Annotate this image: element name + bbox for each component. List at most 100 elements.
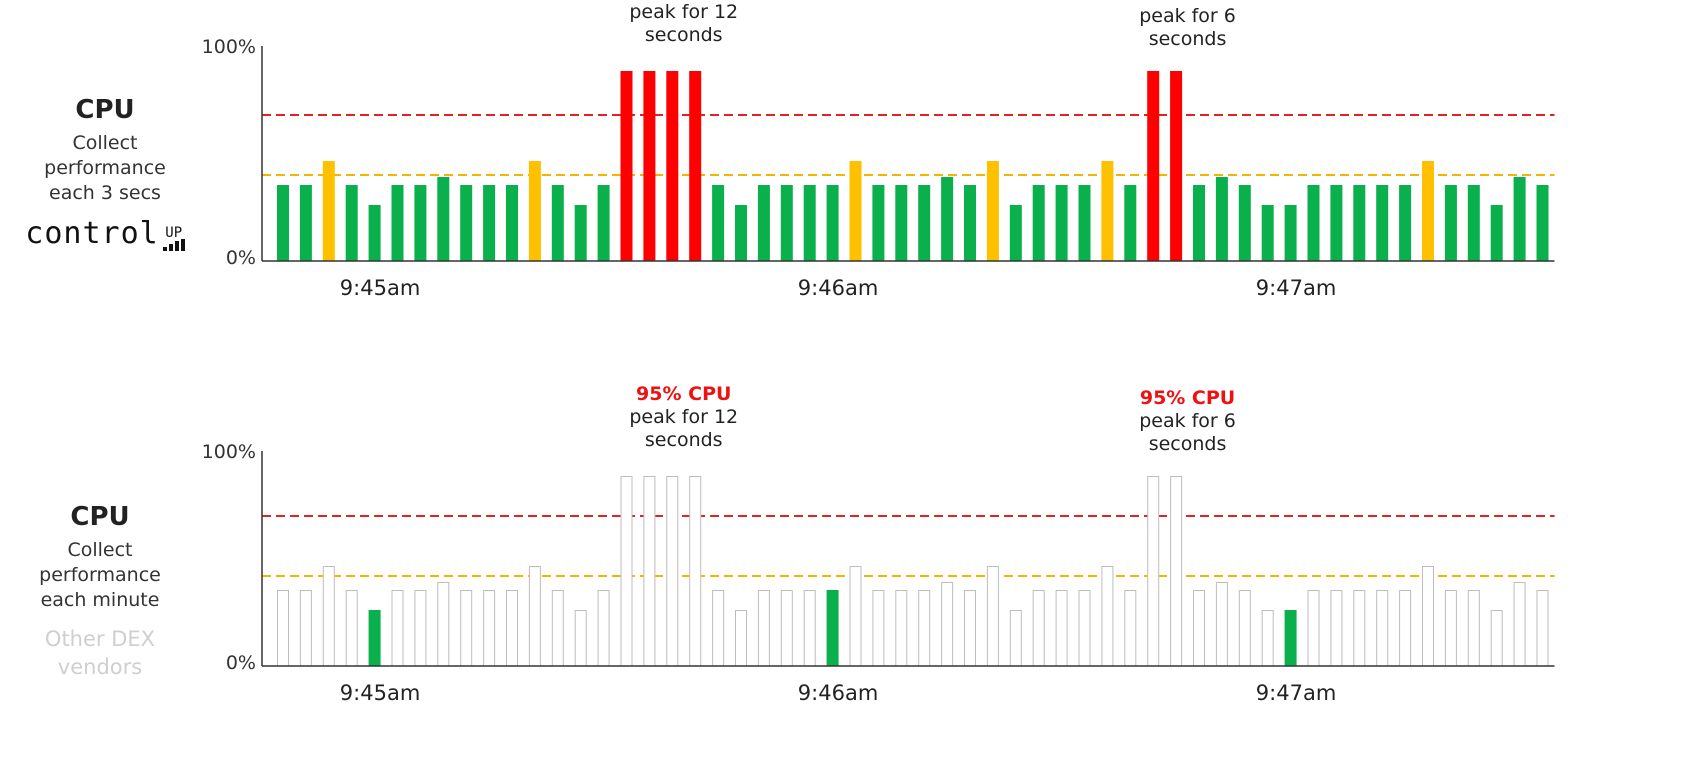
cpu-bar-unsampled <box>1078 590 1091 667</box>
x-tick-label: 9:47am <box>1256 681 1336 705</box>
cpu-bar <box>414 185 427 261</box>
cpu-bar <box>1009 205 1022 261</box>
peak-annotation-headline: 95% CPU <box>1140 0 1235 4</box>
cpu-bar <box>826 590 839 666</box>
cpu-bar-unsampled <box>1147 476 1160 667</box>
cpu-bar <box>849 161 862 261</box>
cpu-bar <box>712 185 725 261</box>
cpu-bar-unsampled <box>1032 590 1045 667</box>
cpu-bar-unsampled <box>1009 610 1022 667</box>
cpu-bar <box>1422 161 1434 261</box>
cpu-bar-unsampled <box>620 476 633 667</box>
signal-bars-icon <box>162 239 185 251</box>
cpu-bar <box>1490 205 1503 261</box>
cpu-bar-unsampled <box>597 590 610 667</box>
cpu-bar-unsampled <box>1444 590 1457 667</box>
cpu-bar <box>368 205 381 261</box>
x-tick-label: 9:47am <box>1256 276 1336 300</box>
cpu-bar <box>986 161 999 261</box>
cpu-bar-unsampled <box>322 566 335 667</box>
other-vendors-label: Other DEX vendors <box>0 625 200 681</box>
controlup-logo-word: control <box>25 216 159 251</box>
cpu-bar-unsampled <box>528 566 541 667</box>
other-vendors-line: Other DEX <box>44 627 156 651</box>
panel-2-label: CPU Collect performance each minute Othe… <box>0 502 200 681</box>
cpu-bar <box>757 185 770 261</box>
cpu-bar-unsampled <box>345 590 358 667</box>
cpu-bar <box>872 185 885 261</box>
cpu-bar <box>1101 161 1114 261</box>
cpu-bar <box>1170 71 1183 261</box>
cpu-bar-unsampled <box>391 590 404 667</box>
cpu-bar-unsampled <box>964 590 976 667</box>
cpu-bar <box>941 177 954 261</box>
cpu-bar-unsampled <box>872 590 885 667</box>
peak-annotation-text: seconds <box>645 429 723 451</box>
cpu-bar-unsampled <box>1101 566 1114 667</box>
cpu-bar-unsampled <box>460 590 473 667</box>
peak-annotation-text: seconds <box>645 24 723 46</box>
y-tick-label: 0% <box>226 652 256 674</box>
cpu-bar <box>964 185 976 261</box>
panel-2-desc-line: Collect <box>67 539 133 561</box>
cpu-bar <box>1353 185 1366 261</box>
cpu-bar-unsampled <box>1124 590 1137 667</box>
cpu-bar <box>299 185 312 261</box>
cpu-bar <box>1032 185 1045 261</box>
cpu-bar <box>1376 185 1389 261</box>
cpu-bar <box>528 161 541 261</box>
y-tick-label: 0% <box>226 247 256 269</box>
cpu-bar-unsampled <box>712 590 725 667</box>
cpu-bar-unsampled <box>918 590 931 667</box>
cpu-bar-unsampled <box>986 566 999 667</box>
cpu-bar <box>689 71 702 261</box>
cpu-bar-unsampled <box>803 590 816 667</box>
cpu-bar <box>574 205 587 261</box>
cpu-bar-unsampled <box>1330 590 1343 667</box>
cpu-bar <box>666 71 679 261</box>
cpu-bar <box>826 185 839 261</box>
cpu-bar <box>1330 185 1343 261</box>
y-tick-label: 100% <box>202 441 256 463</box>
cpu-bar-unsampled <box>1170 476 1183 667</box>
cpu-bar <box>277 185 289 261</box>
panel-1-title: CPU <box>75 95 135 125</box>
cpu-bar <box>1147 71 1160 261</box>
cpu-bar <box>1399 185 1412 261</box>
cpu-bar-unsampled <box>1536 590 1549 667</box>
peak-annotation-headline: 95% CPU <box>1140 387 1235 409</box>
panel-2-desc-line: each minute <box>40 589 160 611</box>
cpu-bar-unsampled <box>1490 610 1503 667</box>
cpu-bar-unsampled <box>277 590 289 667</box>
cpu-bar <box>597 185 610 261</box>
peak-annotation-headline: 95% CPU <box>636 383 731 405</box>
panel-1-desc: Collect performance each 3 secs <box>5 131 205 206</box>
cpu-bar-unsampled <box>1513 582 1526 667</box>
cpu-bar <box>1055 185 1068 261</box>
cpu-bar-unsampled <box>849 566 862 667</box>
cpu-bar-unsampled <box>895 590 908 667</box>
cpu-bar <box>345 185 358 261</box>
cpu-bar-unsampled <box>666 476 679 667</box>
cpu-bar <box>1284 610 1297 666</box>
panel-1-desc-line: Collect <box>72 132 138 154</box>
cpu-bar-unsampled <box>757 590 770 667</box>
peak-annotation-text: peak for 12 <box>629 406 738 428</box>
cpu-bar <box>1193 185 1205 261</box>
cpu-bar-unsampled <box>437 582 450 667</box>
cpu-bar-unsampled <box>551 590 564 667</box>
cpu-bar <box>1238 185 1251 261</box>
cpu-bar <box>918 185 931 261</box>
controlup-logo-mark: UP <box>162 226 185 251</box>
cpu-bar-unsampled <box>1307 590 1320 667</box>
controlup-logo: control UP <box>5 216 205 251</box>
cpu-bar <box>460 185 473 261</box>
cpu-bar <box>483 185 496 261</box>
cpu-bar <box>368 610 381 666</box>
peak-annotation-text: peak for 6 <box>1139 410 1236 432</box>
cpu-bar <box>1467 185 1480 261</box>
cpu-bar-unsampled <box>1261 610 1274 667</box>
panel-1-desc-line: each 3 secs <box>49 182 161 204</box>
cpu-bar-unsampled <box>1055 590 1068 667</box>
peak-annotation-text: peak for 6 <box>1139 5 1236 27</box>
